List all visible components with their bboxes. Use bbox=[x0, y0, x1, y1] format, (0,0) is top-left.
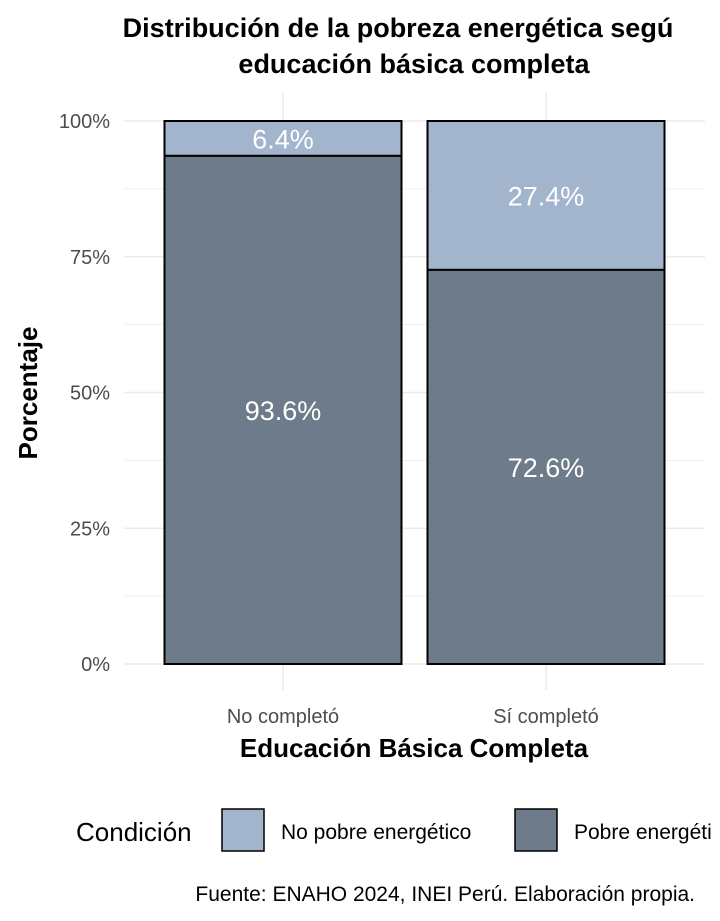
bar-segment bbox=[426, 120, 666, 271]
y-tick-label: 50% bbox=[70, 383, 110, 405]
bar-value-label: 27.4% bbox=[508, 181, 585, 211]
x-tick-label: Sí completó bbox=[493, 706, 599, 728]
source-caption: Fuente: ENAHO 2024, INEI Perú. Elaboraci… bbox=[195, 883, 695, 906]
x-axis-title: Educación Básica Completa bbox=[240, 733, 589, 763]
legend-swatch-pobre bbox=[514, 808, 558, 852]
x-tick-label: No completó bbox=[227, 706, 339, 728]
bars: 93.6% 6.4% 72.6% 27.4% bbox=[163, 120, 666, 665]
chart-title-line-1: Distribución de la pobreza energética se… bbox=[123, 13, 674, 43]
x-tick-labels: No completó Sí completó bbox=[227, 706, 599, 728]
y-tick-label: 75% bbox=[70, 247, 110, 269]
y-tick-label: 25% bbox=[70, 518, 110, 540]
y-tick-label: 0% bbox=[81, 654, 110, 676]
bar-segment bbox=[163, 120, 403, 157]
bar-value-label: 6.4% bbox=[252, 124, 314, 154]
y-tick-label: 100% bbox=[59, 111, 110, 133]
y-axis-title: Porcentaje bbox=[13, 327, 43, 460]
bar-segment bbox=[426, 268, 666, 665]
bar-value-label: 72.6% bbox=[508, 453, 585, 483]
y-tick-labels: 0% 25% 50% 75% 100% bbox=[59, 111, 110, 676]
legend-swatch-no-pobre bbox=[221, 808, 265, 852]
legend-label-no-pobre: No pobre energético bbox=[281, 821, 471, 844]
legend: Condición No pobre energético Pobre ener… bbox=[76, 808, 712, 852]
bar-value-label: 93.6% bbox=[245, 396, 322, 426]
legend-label-pobre: Pobre energéti bbox=[574, 821, 712, 844]
chart-title-line-2: educación básica completa bbox=[238, 49, 590, 79]
bar-segment bbox=[163, 154, 403, 665]
legend-title: Condición bbox=[76, 817, 192, 847]
